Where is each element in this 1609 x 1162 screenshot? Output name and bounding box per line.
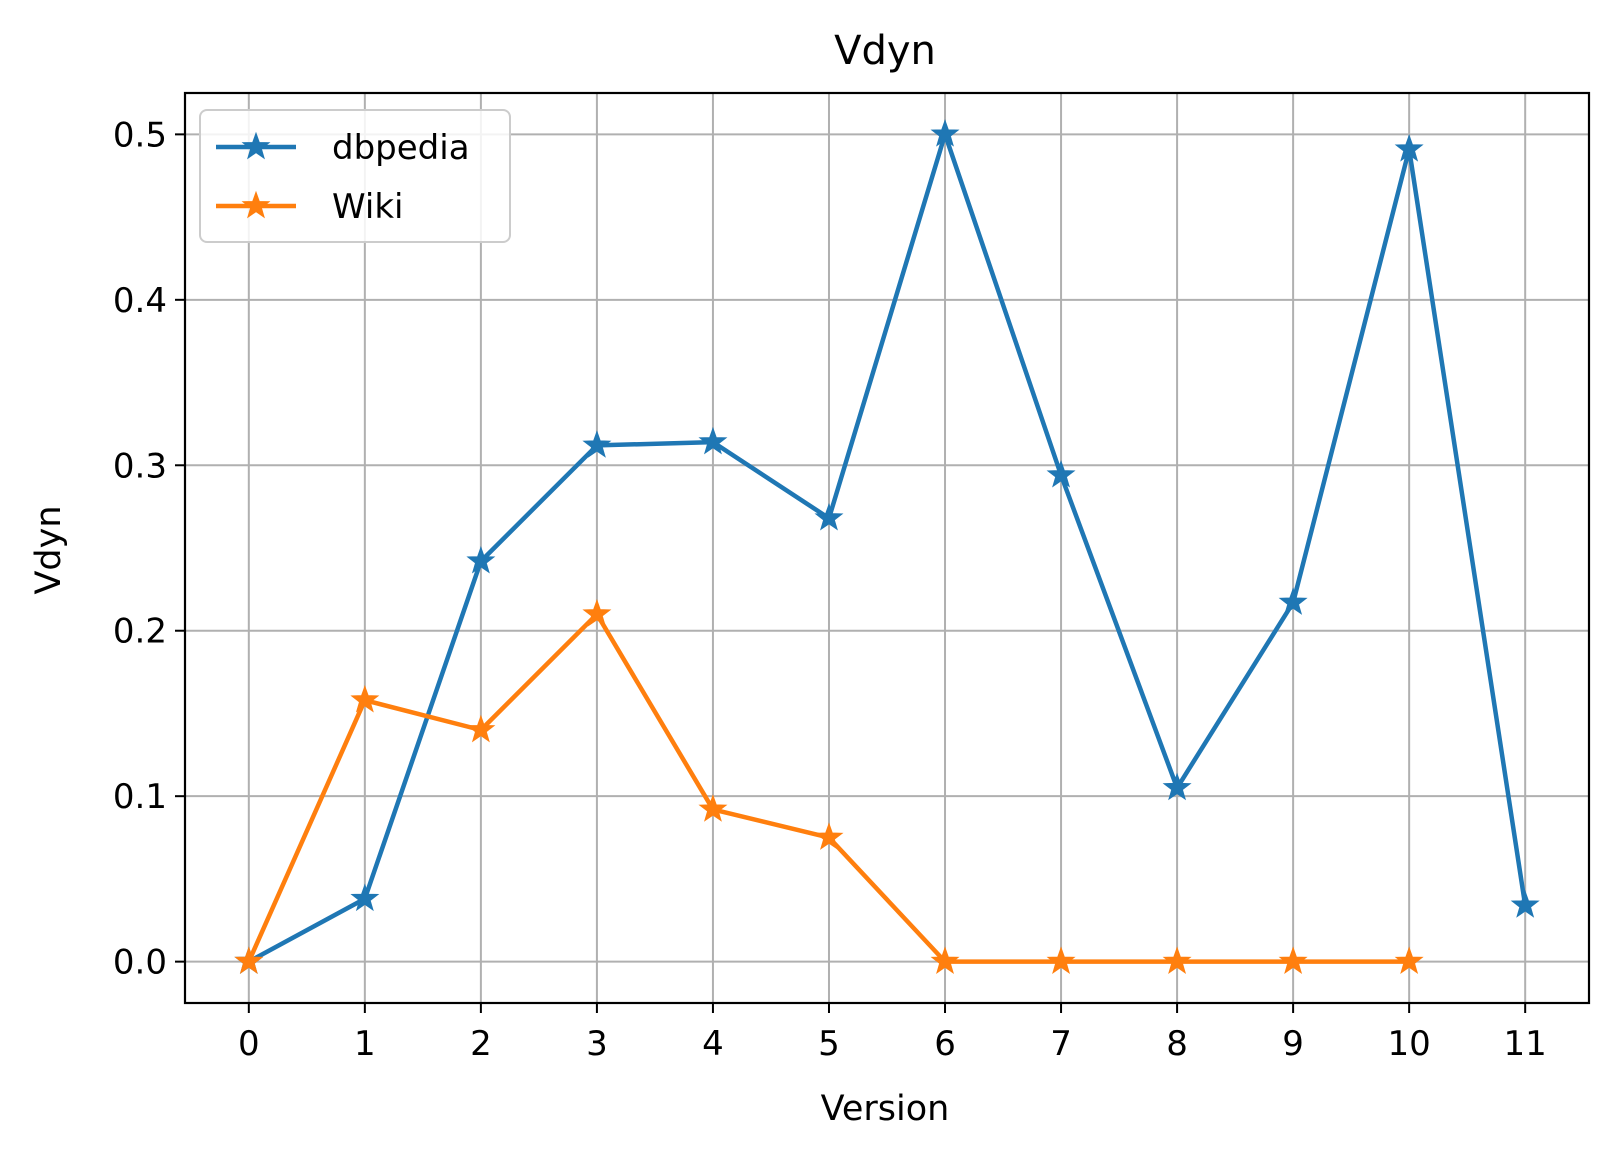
data-point-star-marker [350, 883, 380, 912]
legend-label: Wiki [332, 187, 403, 227]
data-point-star-marker [1162, 772, 1192, 801]
series-wiki [234, 598, 1424, 974]
legend: dbpedia Wiki [199, 109, 511, 243]
data-point-star-marker [1278, 946, 1308, 974]
y-tick-label: 0.0 [113, 943, 167, 983]
y-axis-label: Vdyn [29, 505, 69, 594]
grid-lines [185, 93, 1589, 1003]
x-tick-label: 0 [238, 1024, 260, 1064]
y-tick-label: 0.2 [113, 612, 167, 652]
x-tick-label: 8 [1166, 1024, 1188, 1064]
x-tick-label: 6 [934, 1024, 956, 1064]
data-point-star-marker [350, 684, 380, 713]
data-point-star-marker [466, 546, 496, 574]
y-tick-label: 0.4 [113, 281, 167, 321]
x-tick-label: 2 [470, 1024, 492, 1064]
x-axis-label: Version [821, 1089, 950, 1129]
x-tick-label: 5 [818, 1024, 840, 1064]
data-point-star-marker [1394, 946, 1424, 974]
data-point-star-marker [234, 946, 264, 974]
x-tick-label: 4 [702, 1024, 724, 1064]
legend-box [199, 109, 511, 243]
data-point-star-marker [698, 426, 728, 455]
y-tick-label: 0.1 [113, 777, 167, 817]
data-point-star-marker [1394, 134, 1424, 162]
data-point-star-marker [1162, 946, 1192, 974]
y-tick-label: 0.3 [113, 446, 167, 486]
data-point-star-marker [1046, 946, 1076, 974]
data-point-star-marker [814, 502, 844, 531]
x-tick-label: 3 [586, 1024, 608, 1064]
chart-title: Vdyn [834, 28, 936, 74]
data-point-star-marker [1278, 587, 1308, 615]
x-tick-label: 1 [354, 1024, 376, 1064]
legend-label: dbpedia [332, 128, 470, 168]
series-line [247, 132, 1528, 964]
data-point-star-marker [930, 119, 960, 147]
data-point-star-marker [930, 946, 960, 974]
data-point-star-marker [1046, 459, 1076, 488]
legend-item-wiki: Wiki [216, 187, 403, 227]
y-tick-label: 0.5 [113, 115, 167, 155]
data-point-star-marker [466, 714, 496, 743]
series-layer [234, 119, 1540, 974]
legend-item-dbpedia: dbpedia [216, 128, 470, 168]
legend-star-marker [241, 131, 271, 160]
x-tick-label: 11 [1504, 1024, 1547, 1064]
x-tick-label: 9 [1282, 1024, 1304, 1064]
legend-star-marker [241, 190, 271, 219]
data-point-star-marker [1510, 890, 1540, 918]
data-point-star-marker [814, 822, 844, 850]
x-tick-label: 10 [1388, 1024, 1431, 1064]
plot-frame [183, 91, 1591, 1005]
data-point-star-marker [582, 598, 612, 627]
data-point-star-marker [582, 430, 612, 458]
data-point-star-marker [698, 794, 728, 822]
axis-ticks: 0 1 2 3 4 5 6 7 8 9 10 11 0.0 0.1 0.2 0.3 0.4 0.5 [113, 115, 1547, 1064]
x-tick-label: 7 [1050, 1024, 1072, 1064]
